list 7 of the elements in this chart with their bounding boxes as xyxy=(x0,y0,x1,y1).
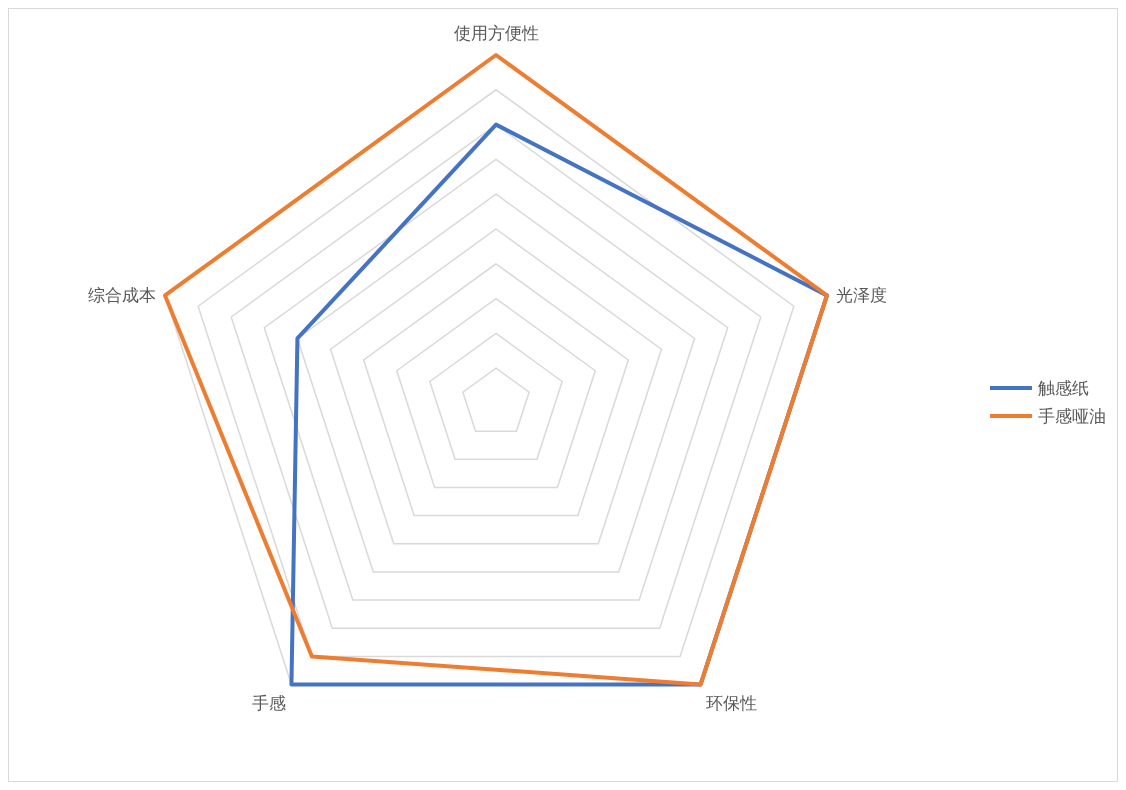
legend-label: 手感哑油 xyxy=(1038,406,1106,426)
spoke-label: 手感 xyxy=(251,692,286,713)
spoke-label: 环保性 xyxy=(706,692,758,713)
spoke-label: 光泽度 xyxy=(836,285,888,306)
spoke-label: 使用方便性 xyxy=(453,23,539,43)
legend-label: 触感纸 xyxy=(1038,378,1089,398)
spoke-label: 综合成本 xyxy=(87,285,156,306)
